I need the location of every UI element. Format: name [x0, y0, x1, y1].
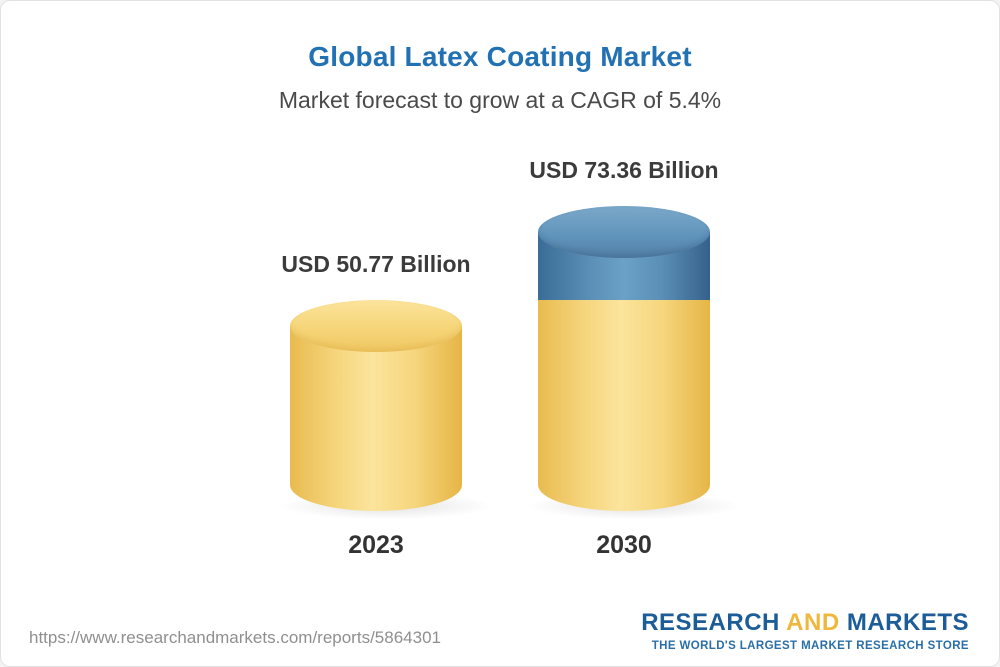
cylinder-top-ellipse	[290, 300, 462, 352]
brand-logo: RESEARCH AND MARKETS THE WORLD'S LARGEST…	[641, 609, 969, 652]
value-label-2023: USD 50.77 Billion	[281, 251, 471, 277]
cylinder-body-base	[290, 326, 462, 511]
value-label-2030: USD 73.36 Billion	[529, 157, 719, 183]
logo-word-research: RESEARCH	[641, 609, 780, 636]
logo-word-and: AND	[786, 609, 840, 636]
bar-group-2023: USD 50.77 Billion 2023	[276, 251, 496, 559]
base-segment-2030	[538, 300, 710, 511]
brand-logo-tagline: THE WORLD'S LARGEST MARKET RESEARCH STOR…	[651, 640, 969, 652]
chart-title: Global Latex Coating Market	[308, 41, 692, 72]
bar-group-2030: USD 73.36 Billion 2030	[524, 157, 744, 559]
source-url: https://www.researchandmarkets.com/repor…	[29, 628, 441, 647]
cylinder-top-ellipse	[538, 206, 710, 258]
cylinder-2030	[538, 206, 710, 511]
growth-segment-2030	[538, 206, 710, 300]
brand-logo-wordmark: RESEARCH AND MARKETS	[641, 609, 969, 637]
category-label-2030: 2030	[596, 531, 652, 559]
category-label-2023: 2023	[348, 531, 404, 559]
cylinder-2023	[290, 300, 462, 511]
logo-word-markets: MARKETS	[846, 609, 969, 636]
chart-subtitle: Market forecast to grow at a CAGR of 5.4…	[278, 87, 722, 113]
